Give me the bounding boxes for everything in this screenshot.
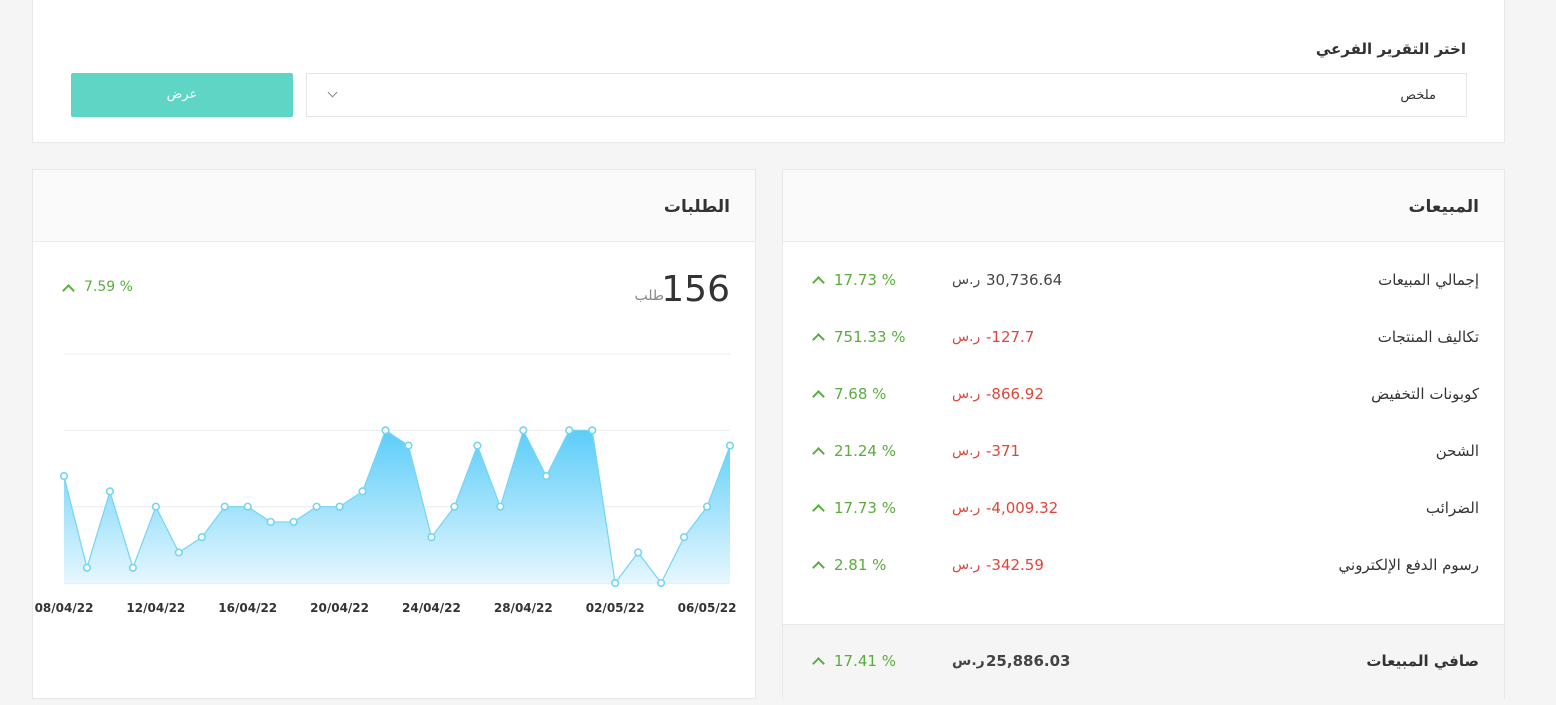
point — [220, 502, 229, 511]
currency: ر.س — [952, 386, 981, 402]
x-tick-label: 02/05/22 — [586, 601, 645, 615]
point — [634, 548, 643, 557]
currency: ر.س — [952, 272, 981, 288]
row-label: إجمالي المبيعات — [1378, 271, 1479, 289]
up-icon — [812, 561, 825, 574]
x-tick-label: 20/04/22 — [310, 601, 369, 615]
point — [473, 441, 482, 450]
row-label: كوبونات التخفيض — [1371, 385, 1479, 403]
row-change: 2.81 % — [834, 556, 887, 574]
row-value: -342.59 — [986, 556, 1044, 574]
currency: ر.س — [952, 653, 985, 669]
row-label: الشحن — [1435, 442, 1479, 460]
point — [404, 441, 413, 450]
orders-chart: 08/04/22 12/04/22 16/04/22 20/04/22 24/04/22… — [35, 353, 737, 615]
row-value: -371 — [986, 442, 1021, 460]
x-tick-label: 06/05/22 — [678, 601, 737, 615]
row-change: 7.68 % — [834, 385, 887, 403]
currency: ر.س — [952, 443, 981, 459]
row-value: -866.92 — [986, 385, 1044, 403]
point — [128, 563, 137, 572]
sales-title: المبيعات — [1408, 197, 1479, 217]
x-tick-label: 24/04/22 — [402, 601, 461, 615]
select[interactable]: ملخص — [306, 73, 1467, 117]
row-change: 17.73 % — [834, 271, 896, 289]
point — [335, 502, 344, 511]
orders-count: 156 — [661, 269, 730, 310]
area — [64, 430, 730, 583]
x-tick-label: 12/04/22 — [126, 601, 185, 615]
row-value: 25,886.03 — [986, 652, 1071, 670]
filter-card: اختر التقرير الفرعي ملخص عرض — [32, 0, 1505, 143]
up-icon — [812, 390, 825, 403]
row-label: صافي المبيعات — [1366, 652, 1479, 670]
card-header — [783, 170, 1504, 242]
x-tick-label: 16/04/22 — [218, 601, 277, 615]
point — [266, 517, 275, 527]
point — [105, 487, 115, 496]
select-value: ملخص — [1400, 88, 1436, 103]
point — [197, 533, 206, 542]
row-label: تكاليف المنتجات — [1377, 328, 1479, 346]
point — [519, 426, 528, 435]
filter-label: اختر التقرير الفرعي — [1315, 40, 1466, 58]
point — [59, 472, 69, 481]
point — [151, 502, 160, 511]
up-icon — [812, 504, 825, 517]
point — [657, 578, 666, 588]
point — [427, 533, 436, 542]
row-value: -127.7 — [986, 328, 1035, 346]
point — [588, 426, 597, 435]
row-change: 751.33 % — [834, 328, 906, 346]
currency: ر.س — [952, 329, 981, 345]
row-label: رسوم الدفع الإلكتروني — [1338, 556, 1479, 574]
point — [496, 502, 505, 511]
point — [381, 426, 390, 435]
row-value: -4,009.32 — [986, 499, 1059, 517]
point — [312, 502, 321, 511]
row-change: 17.41 % — [834, 652, 896, 670]
point — [542, 472, 551, 481]
submit-button[interactable]: عرض — [71, 73, 293, 117]
point — [565, 426, 574, 435]
x-tick-label: 28/04/22 — [494, 601, 553, 615]
chevron — [327, 87, 338, 98]
sales-card: المبيعات إجمالي المبيعات ر.س 30,736.64 17.7… — [782, 169, 1505, 705]
page: اختر التقرير الفرعي ملخص عرض الطلبات 156… — [32, 0, 1505, 699]
card-header — [33, 170, 755, 242]
point — [358, 487, 367, 496]
point — [611, 578, 620, 588]
up-icon — [812, 333, 825, 346]
point — [679, 533, 689, 542]
orders-title: الطلبات — [663, 197, 730, 217]
row-label: الضرائب — [1425, 499, 1479, 517]
point — [725, 441, 735, 450]
orders-change: 7.59 % — [84, 279, 133, 295]
point — [82, 563, 92, 572]
up-icon — [812, 276, 825, 289]
row-change: 21.24 % — [834, 442, 896, 460]
point — [702, 502, 712, 511]
point — [243, 502, 252, 511]
point — [289, 517, 298, 527]
orders-card: الطلبات 156 طلب 7.59 % 08/04/22 12/04/22 1… — [32, 169, 756, 699]
line — [63, 428, 731, 585]
row-value: 30,736.64 — [986, 271, 1063, 289]
row-change: 17.73 % — [834, 499, 896, 517]
x-tick-label: 08/04/22 — [35, 601, 94, 615]
currency: ر.س — [952, 557, 981, 573]
up-icon — [812, 447, 825, 460]
point — [450, 502, 459, 511]
currency: ر.س — [952, 500, 981, 516]
up-icon — [62, 284, 75, 297]
orders-unit: طلب — [634, 288, 664, 304]
point — [174, 548, 183, 557]
